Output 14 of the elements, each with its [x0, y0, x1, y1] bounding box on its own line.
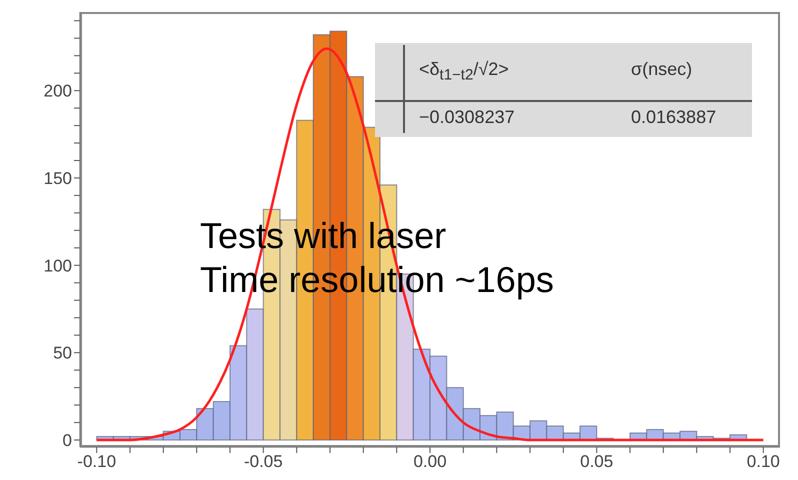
- x-tick-label: 0.10: [746, 452, 780, 472]
- annotation: 0.0163887: [631, 107, 716, 128]
- y-tick-label: 50: [53, 344, 72, 363]
- y-tick-label: 100: [44, 256, 72, 276]
- x-tick-label: -0.10: [77, 452, 116, 472]
- annotation: <δ$_{t1−t2}$/√2>: [419, 59, 509, 84]
- annotation: −0.0308237: [419, 107, 515, 128]
- x-tick-label: 0.00: [413, 452, 447, 472]
- y-tick-label: 200: [44, 82, 72, 101]
- annotation: σ(nsec): [631, 59, 692, 80]
- x-tick-label: 0.05: [580, 452, 614, 472]
- y-tick-label: 0: [62, 431, 72, 450]
- y-tick-label: 150: [44, 169, 72, 188]
- x-tick-label: -0.05: [244, 452, 283, 472]
